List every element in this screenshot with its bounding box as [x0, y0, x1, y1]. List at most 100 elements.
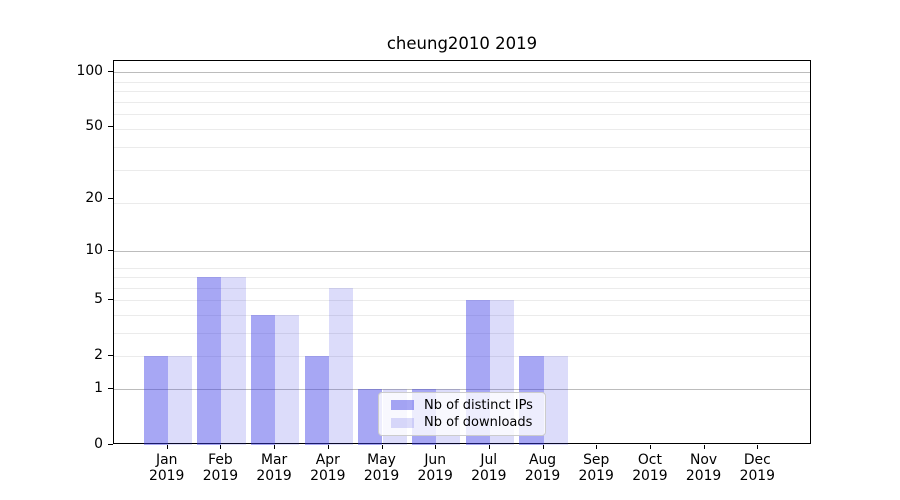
x-tick-month: Sep [583, 452, 610, 468]
y-tick-mark-50 [108, 126, 113, 128]
x-tick-label-8: Sep 2019 [564, 452, 628, 484]
x-tick-mark-10 [703, 445, 705, 449]
x-tick-month: Oct [637, 452, 662, 468]
x-tick-year: 2019 [256, 468, 292, 484]
x-tick-month: Mar [260, 452, 288, 468]
x-tick-month: Jan [155, 452, 178, 468]
x-tick-month: Aug [528, 452, 557, 468]
legend-item-distinct-ips: Nb of distinct IPs [391, 398, 539, 413]
x-tick-year: 2019 [310, 468, 346, 484]
x-tick-month: May [367, 452, 396, 468]
x-tick-label-6: Jul 2019 [457, 452, 521, 484]
y-tick-label-50: 50 [85, 118, 103, 135]
y-tick-mark-2 [108, 355, 113, 357]
x-tick-label-9: Oct 2019 [618, 452, 682, 484]
x-tick-label-10: Nov 2019 [672, 452, 736, 484]
legend-item-downloads: Nb of downloads [391, 415, 539, 430]
x-tick-label-11: Dec 2019 [725, 452, 789, 484]
x-tick-mark-11 [757, 445, 759, 449]
y-tick-mark-100 [108, 71, 113, 73]
x-tick-label-4: May 2019 [350, 452, 414, 484]
gridline-major [114, 251, 810, 253]
x-tick-mark-0 [166, 445, 168, 449]
gridline-minor [114, 267, 810, 269]
x-tick-label-7: Aug 2019 [511, 452, 575, 484]
bar-ips-mar [250, 315, 276, 445]
x-tick-year: 2019 [578, 468, 614, 484]
y-tick-mark-0 [108, 444, 113, 445]
legend-label-distinct-ips: Nb of distinct IPs [424, 397, 533, 413]
x-tick-mark-2 [274, 445, 276, 449]
gridline-minor [114, 203, 810, 204]
legend-label-downloads: Nb of downloads [424, 415, 533, 431]
x-tick-mark-1 [220, 445, 222, 449]
x-tick-mark-4 [381, 445, 383, 449]
x-tick-mark-3 [327, 445, 329, 449]
gridline-minor [114, 333, 810, 334]
gridline-minor [114, 356, 810, 358]
x-tick-label-0: Jan 2019 [135, 452, 199, 484]
x-tick-year: 2019 [739, 468, 775, 484]
y-tick-mark-20 [108, 198, 113, 200]
legend-swatch-downloads [391, 417, 414, 428]
x-tick-year: 2019 [471, 468, 507, 484]
x-tick-year: 2019 [363, 468, 400, 484]
x-tick-month: Jun [424, 452, 447, 468]
x-tick-month: Apr [315, 452, 340, 468]
gridline-minor [114, 129, 810, 130]
x-tick-mark-9 [649, 445, 651, 449]
x-tick-year: 2019 [632, 468, 668, 484]
y-tick-label-0: 0 [94, 436, 103, 452]
x-tick-label-3: Apr 2019 [296, 452, 360, 484]
y-tick-label-10: 10 [85, 242, 103, 259]
bar-downloads-aug [543, 356, 568, 445]
x-tick-label-2: Mar 2019 [242, 452, 306, 484]
legend-swatch-distinct-ips [391, 400, 414, 411]
x-tick-month: Dec [743, 452, 771, 468]
x-tick-label-5: Jun 2019 [403, 452, 467, 484]
gridline-minor [114, 101, 810, 103]
gridline-major [114, 389, 810, 390]
gridline-major [114, 72, 810, 74]
x-tick-year: 2019 [202, 468, 239, 484]
bar-downloads-jan [167, 356, 192, 445]
gridline-minor [114, 81, 810, 83]
x-tick-year: 2019 [149, 468, 185, 484]
x-tick-label-1: Feb 2019 [188, 452, 252, 484]
y-tick-label-2: 2 [94, 347, 103, 364]
x-tick-year: 2019 [685, 468, 722, 484]
gridline-minor [114, 300, 810, 302]
gridline-minor [114, 170, 810, 172]
legend: Nb of distinct IPs Nb of downloads [378, 392, 546, 436]
chart-title: cheung2010 2019 [386, 34, 538, 53]
x-tick-year: 2019 [524, 468, 561, 484]
y-tick-mark-10 [108, 250, 113, 252]
gridline-minor [114, 287, 810, 289]
bar-downloads-feb [221, 277, 246, 445]
x-tick-year: 2019 [417, 468, 453, 484]
gridline-minor [114, 315, 810, 316]
x-tick-month: Nov [690, 452, 718, 468]
y-tick-mark-1 [108, 388, 113, 389]
y-tick-label-100: 100 [76, 63, 103, 80]
x-tick-mark-8 [596, 445, 598, 449]
x-tick-month: Jul [480, 452, 498, 468]
gridline-minor [114, 91, 810, 92]
y-tick-label-1: 1 [94, 380, 103, 396]
x-tick-mark-7 [542, 445, 544, 449]
bar-downloads-apr [328, 287, 353, 445]
gridline-minor [114, 147, 810, 148]
bar-ips-feb [197, 277, 222, 445]
gridline-minor [114, 277, 810, 278]
y-tick-label-5: 5 [94, 291, 103, 308]
x-tick-month: Feb [208, 452, 233, 468]
bar-ips-jan [143, 356, 168, 445]
bar-ips-apr [304, 356, 329, 445]
plot-area: Nb of distinct IPs Nb of downloads [113, 60, 811, 445]
y-tick-mark-5 [108, 299, 113, 301]
y-tick-label-20: 20 [85, 190, 103, 207]
gridline-minor [114, 114, 810, 116]
x-tick-mark-5 [435, 445, 437, 449]
bar-downloads-mar [275, 315, 300, 445]
